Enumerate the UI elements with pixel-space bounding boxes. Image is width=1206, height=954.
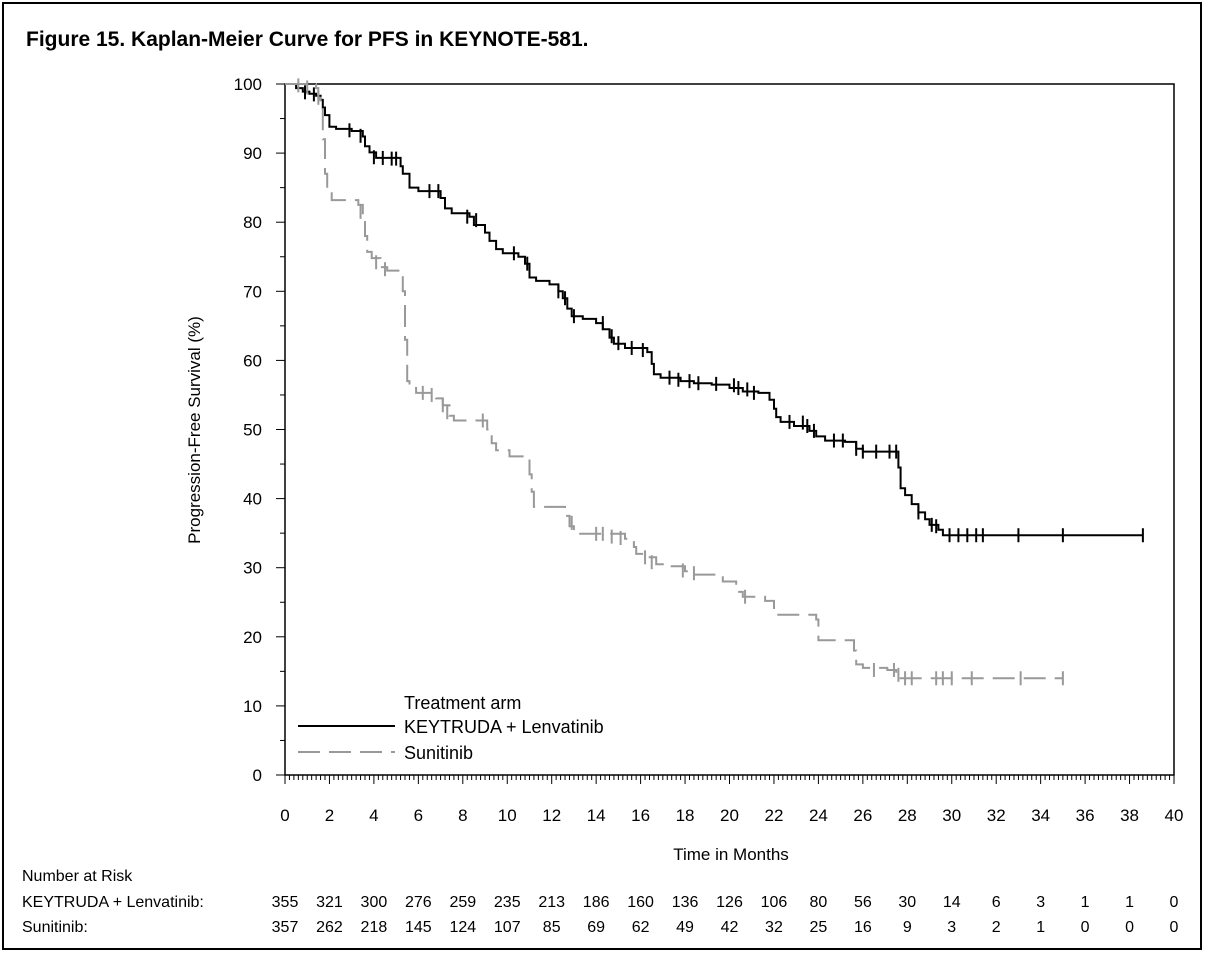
risk-count: 62 [632, 919, 650, 936]
x-tick-label: 34 [1031, 806, 1050, 825]
risk-count: 160 [627, 894, 654, 911]
x-tick-label: 32 [987, 806, 1006, 825]
risk-count: 106 [761, 894, 788, 911]
risk-count: 32 [765, 919, 783, 936]
y-tick-label: 70 [243, 282, 262, 301]
risk-count: 145 [405, 919, 432, 936]
x-tick-label: 24 [809, 806, 828, 825]
x-tick-label: 0 [280, 806, 289, 825]
risk-count: 9 [903, 919, 912, 936]
y-tick-label: 30 [243, 559, 262, 578]
x-tick-label: 8 [458, 806, 467, 825]
x-tick-label: 30 [942, 806, 961, 825]
risk-count: 186 [583, 894, 610, 911]
risk-count: 6 [992, 894, 1001, 911]
risk-count: 0 [1081, 919, 1090, 936]
risk-count: 56 [854, 894, 872, 911]
legend-title: Treatment arm [404, 693, 521, 713]
risk-count: 69 [587, 919, 605, 936]
risk-count: 259 [449, 894, 476, 911]
chart-legend: Treatment arm KEYTRUDA + Lenvatinib Suni… [298, 693, 604, 763]
risk-count: 2 [992, 919, 1001, 936]
x-tick-label: 38 [1120, 806, 1139, 825]
risk-count: 1 [1125, 894, 1134, 911]
km-curve-sunitinib [285, 83, 1063, 680]
series-layer [285, 78, 1144, 686]
risk-count: 85 [543, 919, 561, 936]
risk-count: 355 [272, 894, 299, 911]
risk-count: 262 [316, 919, 343, 936]
risk-count: 276 [405, 894, 432, 911]
y-tick-label: 40 [243, 490, 262, 509]
y-tick-label: 10 [243, 697, 262, 716]
risk-count: 235 [494, 894, 521, 911]
risk-count: 136 [672, 894, 699, 911]
risk-row-label-sunitinib: Sunitinib: [22, 919, 88, 936]
chart-axes: 0 2 4 6 8 10 12 14 16 18 20 22 24 26 28 30 32 34 36 38 40010… [234, 75, 1184, 825]
risk-count: 3 [1036, 894, 1045, 911]
risk-count: 300 [361, 894, 388, 911]
y-tick-label: 100 [234, 75, 262, 94]
risk-count: 218 [361, 919, 388, 936]
risk-count: 16 [854, 919, 872, 936]
x-tick-label: 40 [1165, 806, 1184, 825]
risk-count: 1 [1036, 919, 1045, 936]
risk-count: 0 [1125, 919, 1134, 936]
y-tick-label: 90 [243, 144, 262, 163]
legend-label-keytruda: KEYTRUDA + Lenvatinib [404, 717, 604, 737]
x-tick-label: 36 [1076, 806, 1095, 825]
x-tick-label: 28 [898, 806, 917, 825]
risk-count: 3 [947, 919, 956, 936]
risk-count: 107 [494, 919, 521, 936]
x-tick-label: 6 [414, 806, 423, 825]
x-tick-label: 14 [587, 806, 606, 825]
x-tick-label: 12 [542, 806, 561, 825]
risk-count: 124 [449, 919, 476, 936]
risk-count: 126 [716, 894, 743, 911]
series-keytruda [285, 83, 1144, 543]
risk-count: 357 [272, 919, 299, 936]
risk-count: 49 [676, 919, 694, 936]
risk-count: 30 [898, 894, 916, 911]
risk-table-title: Number at Risk [22, 868, 133, 885]
y-tick-label: 80 [243, 213, 262, 232]
y-tick-label: 50 [243, 421, 262, 440]
risk-count: 321 [316, 894, 343, 911]
risk-count: 0 [1170, 919, 1179, 936]
x-tick-label: 4 [369, 806, 378, 825]
figure-title: Figure 15. Kaplan-Meier Curve for PFS in… [26, 28, 589, 51]
risk-count: 0 [1170, 894, 1179, 911]
y-tick-label: 0 [253, 766, 262, 785]
x-tick-label: 16 [631, 806, 650, 825]
risk-count: 25 [810, 919, 828, 936]
series-sunitinib [285, 78, 1064, 686]
legend-label-sunitinib: Sunitinib [404, 743, 473, 763]
risk-table: Number at Risk KEYTRUDA + Lenvatinib: Su… [22, 868, 1179, 936]
x-tick-label: 2 [325, 806, 334, 825]
x-tick-label: 26 [853, 806, 872, 825]
risk-count: 42 [721, 919, 739, 936]
risk-row-label-keytruda: KEYTRUDA + Lenvatinib: [22, 894, 204, 911]
x-tick-label: 22 [764, 806, 783, 825]
x-tick-label: 18 [676, 806, 695, 825]
y-tick-label: 60 [243, 351, 262, 370]
y-tick-label: 20 [243, 628, 262, 647]
risk-count: 14 [943, 894, 961, 911]
risk-count: 213 [538, 894, 565, 911]
x-tick-label: 20 [720, 806, 739, 825]
risk-count: 80 [810, 894, 828, 911]
km-curve-keytruda [285, 83, 1143, 537]
x-axis-title: Time in Months [673, 845, 789, 864]
x-tick-label: 10 [498, 806, 517, 825]
risk-count: 1 [1081, 894, 1090, 911]
y-axis-title: Progression-Free Survival (%) [185, 316, 204, 544]
